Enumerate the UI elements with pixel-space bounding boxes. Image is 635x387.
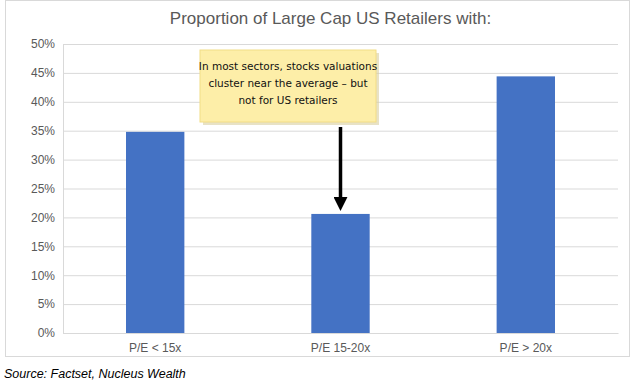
y-tick: 5% [38, 297, 63, 311]
y-tick-label: 20% [31, 211, 55, 225]
y-tick: 35% [31, 124, 63, 138]
x-axis: P/E < 15x P/E 15-20x P/E > 20x [64, 333, 619, 355]
y-axis-line [63, 45, 64, 334]
y-tick-label: 35% [31, 124, 55, 138]
y-tick: 25% [31, 182, 63, 196]
y-tick: 10% [31, 269, 63, 283]
y-tick: 45% [31, 66, 63, 80]
y-tick-label: 50% [31, 37, 55, 51]
grid-line [63, 333, 618, 334]
annotation-arrow [339, 127, 343, 204]
y-tick: 30% [31, 153, 63, 167]
grid-line [63, 44, 618, 45]
y-tick-label: 0% [38, 326, 56, 340]
y-tick-label: 45% [31, 66, 55, 80]
y-tick: 50% [31, 37, 63, 51]
y-tick: 20% [31, 211, 63, 225]
x-tick: P/E > 20x [500, 333, 552, 355]
x-tick-label: P/E < 15x [129, 341, 181, 355]
y-tick-label: 30% [31, 153, 55, 167]
x-tick: P/E 15-20x [311, 333, 370, 355]
annotation-text: In most sectors, stocks valuations [199, 60, 377, 72]
x-tick-label: P/E > 20x [500, 341, 552, 355]
bar [497, 76, 555, 333]
y-tick-label: 40% [31, 95, 55, 109]
source: Source: Factset, Nucleus Wealth [4, 367, 186, 381]
x-axis-line [64, 333, 619, 334]
chart: Proportion of Large Cap US Retailers wit… [0, 0, 635, 387]
x-tick: P/E < 15x [129, 333, 181, 355]
annotation-text: not for US retailers [238, 94, 337, 106]
y-tick: 15% [31, 240, 63, 254]
annotation-text: cluster near the average – but [208, 77, 367, 89]
y-tick: 0% [38, 326, 63, 340]
chart-frame [6, 1, 630, 357]
grid [63, 45, 618, 334]
bar [126, 132, 184, 333]
y-tick-label: 15% [31, 240, 55, 254]
title: Proportion of Large Cap US Retailers wit… [170, 9, 491, 28]
y-tick-label: 5% [38, 297, 56, 311]
bar [311, 214, 369, 333]
y-tick-label: 10% [31, 269, 55, 283]
y-axis: 0% 5% 10% 15% 20% 25% 30% 35% 40% 45% 50% [31, 37, 64, 340]
y-tick: 40% [31, 95, 63, 109]
annotation: In most sectors, stocks valuations cluste… [199, 50, 379, 125]
x-tick-label: P/E 15-20x [311, 341, 370, 355]
y-tick-label: 25% [31, 182, 55, 196]
